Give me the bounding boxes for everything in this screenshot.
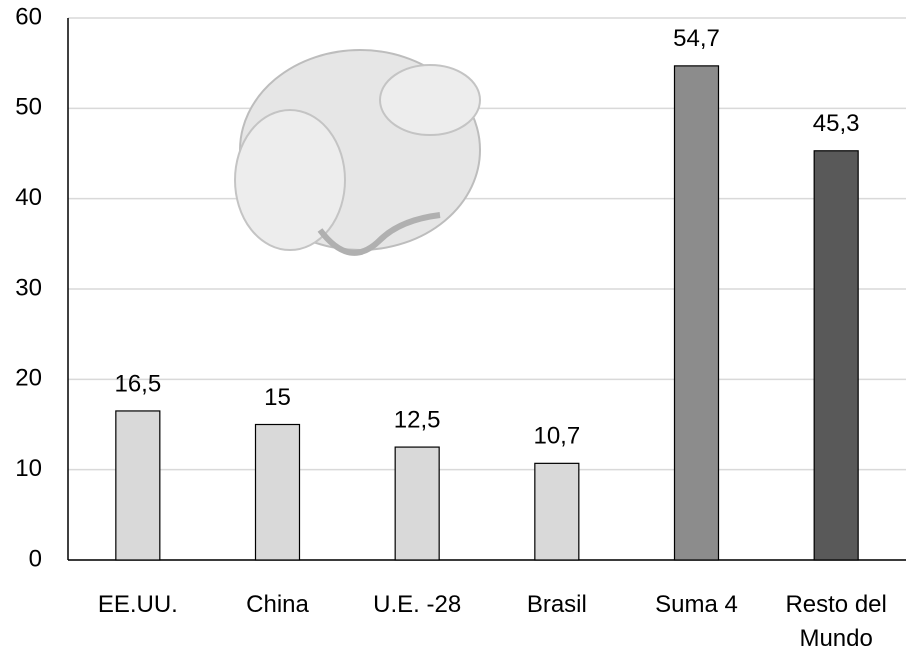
bar — [534, 462, 580, 561]
x-tick-label: Suma 4 — [655, 591, 738, 618]
x-tick-label: Resto del Mundo — [785, 591, 887, 652]
x-tick-label: EE.UU. — [97, 591, 178, 618]
y-tick-label: 30 — [15, 274, 42, 301]
y-tick-label: 10 — [15, 455, 42, 482]
x-tick-label: U.E. -28 — [373, 591, 462, 618]
bar — [254, 423, 301, 561]
y-tick-label: 0 — [29, 545, 42, 572]
x-tick-label: China — [246, 591, 309, 618]
y-tick-label: 60 — [15, 3, 42, 30]
value-label: 16,5 — [114, 370, 161, 397]
chicken-illustration — [234, 49, 481, 256]
y-tick-label: 40 — [15, 184, 42, 211]
grid — [68, 17, 906, 561]
bar — [394, 446, 440, 561]
x-tick-label: Brasil — [526, 591, 587, 618]
value-label: 12,5 — [394, 406, 441, 433]
value-label: 15 — [264, 384, 291, 411]
value-label: 54,7 — [673, 25, 720, 52]
value-label: 45,3 — [813, 110, 860, 137]
bar — [673, 65, 720, 561]
plot: 0 10 20 30 40 50 60 16,5 15 12,5 10,7 54,7 45,3 — [15, 3, 906, 572]
bar — [115, 410, 161, 561]
value-label: 10,7 — [533, 423, 580, 450]
bar — [813, 150, 859, 561]
y-tick-label: 20 — [15, 365, 42, 392]
y-tick-label: 50 — [15, 94, 42, 121]
